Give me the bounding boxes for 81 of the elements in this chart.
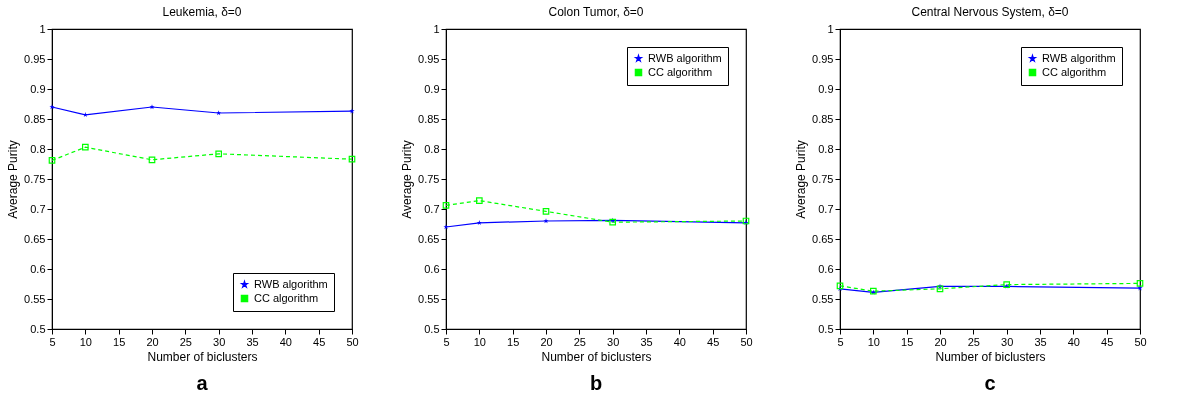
- x-tick-label: 15: [507, 335, 520, 348]
- x-tick-label: 50: [1134, 335, 1147, 348]
- y-tick-label: 0.65: [418, 232, 440, 245]
- legend-label: CC algorithm: [1042, 65, 1107, 78]
- x-tick-label: 50: [740, 335, 753, 348]
- x-tick-label: 25: [573, 335, 586, 348]
- y-tick-label: 0.75: [418, 172, 440, 185]
- y-tick-label: 0.7: [30, 202, 46, 215]
- y-tick-label: 0.85: [24, 112, 46, 125]
- x-tick-label: 20: [146, 335, 159, 348]
- x-tick-label: 30: [1001, 335, 1014, 348]
- x-tick-label: 20: [540, 335, 553, 348]
- legend-label: CC algorithm: [254, 291, 319, 304]
- y-tick-label: 0.85: [418, 112, 440, 125]
- y-tick-label: 1: [827, 22, 834, 35]
- y-tick-label: 0.7: [424, 202, 440, 215]
- x-tick-label: 25: [967, 335, 980, 348]
- chart-title: Central Nervous System, δ=0: [911, 5, 1069, 19]
- x-tick-label: 10: [79, 335, 92, 348]
- y-tick-label: 0.8: [424, 142, 440, 155]
- x-axis-title: Number of biclusters: [147, 349, 258, 364]
- y-tick-label: 0.55: [24, 292, 46, 305]
- y-tick-label: 0.95: [24, 52, 46, 65]
- y-tick-label: 0.8: [30, 142, 46, 155]
- y-axis-title: Average Purity: [400, 140, 415, 219]
- x-tick-label: 35: [246, 335, 259, 348]
- x-tick-label: 5: [49, 335, 56, 348]
- y-tick-label: 0.5: [424, 322, 440, 335]
- y-tick-label: 0.9: [818, 82, 834, 95]
- x-tick-label: 10: [473, 335, 486, 348]
- legend-label: RWB algorithm: [254, 277, 328, 290]
- y-tick-label: 0.9: [424, 82, 440, 95]
- y-tick-label: 0.75: [24, 172, 46, 185]
- y-tick-label: 0.8: [818, 142, 834, 155]
- y-tick-label: 0.55: [418, 292, 440, 305]
- legend-label: RWB algorithm: [648, 51, 722, 64]
- x-tick-label: 45: [707, 335, 720, 348]
- chart-title: Colon Tumor, δ=0: [548, 5, 644, 19]
- y-tick-label: 0.6: [424, 262, 440, 275]
- y-tick-label: 0.65: [812, 232, 834, 245]
- y-tick-label: 0.9: [30, 82, 46, 95]
- y-tick-label: 0.95: [812, 52, 834, 65]
- x-axis-title: Number of biclusters: [935, 349, 1046, 364]
- y-axis-title: Average Purity: [6, 140, 21, 219]
- y-tick-label: 0.95: [418, 52, 440, 65]
- x-tick-label: 5: [443, 335, 450, 348]
- x-tick-label: 20: [934, 335, 947, 348]
- y-tick-label: 0.65: [24, 232, 46, 245]
- x-tick-label: 50: [346, 335, 359, 348]
- y-axis-title: Average Purity: [794, 140, 809, 219]
- x-tick-label: 35: [1034, 335, 1047, 348]
- x-tick-label: 40: [1067, 335, 1080, 348]
- x-tick-label: 15: [901, 335, 914, 348]
- x-tick-label: 45: [1101, 335, 1114, 348]
- x-tick-label: 30: [607, 335, 620, 348]
- x-tick-label: 45: [313, 335, 326, 348]
- y-tick-label: 0.5: [30, 322, 46, 335]
- x-tick-label: 15: [113, 335, 126, 348]
- y-tick-label: 0.55: [812, 292, 834, 305]
- y-tick-label: 1: [39, 22, 46, 35]
- x-axis-title: Number of biclusters: [541, 349, 652, 364]
- y-tick-label: 0.5: [818, 322, 834, 335]
- text: c: [984, 372, 996, 394]
- legend-label: RWB algorithm: [1042, 51, 1116, 64]
- x-tick-label: 25: [179, 335, 192, 348]
- y-tick-label: 0.7: [818, 202, 834, 215]
- y-tick-label: 0.6: [30, 262, 46, 275]
- x-tick-label: 35: [640, 335, 653, 348]
- x-tick-label: 40: [673, 335, 686, 348]
- y-tick-label: 1: [433, 22, 440, 35]
- x-tick-label: 30: [213, 335, 226, 348]
- x-tick-label: 40: [279, 335, 292, 348]
- y-tick-label: 0.75: [812, 172, 834, 185]
- x-tick-label: 10: [867, 335, 880, 348]
- x-tick-label: 5: [837, 335, 844, 348]
- text: a: [196, 372, 209, 394]
- text: b: [589, 372, 603, 394]
- legend-label: CC algorithm: [648, 65, 713, 78]
- chart-title: Leukemia, δ=0: [162, 5, 242, 19]
- y-tick-label: 0.85: [812, 112, 834, 125]
- y-tick-label: 0.6: [818, 262, 834, 275]
